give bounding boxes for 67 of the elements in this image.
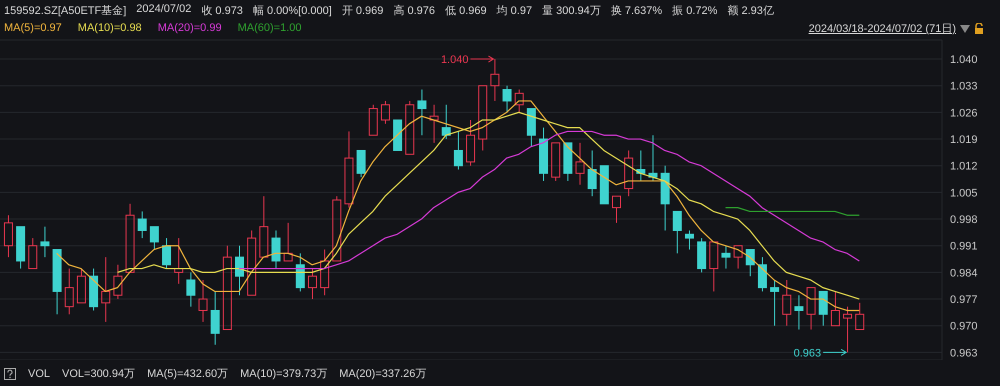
y-tick-label: 0.991 bbox=[950, 240, 978, 253]
candlestick bbox=[624, 150, 634, 197]
text: 量 300.94万 bbox=[542, 4, 601, 18]
candlestick bbox=[113, 264, 122, 300]
candlestick bbox=[588, 150, 597, 197]
candlestick bbox=[138, 210, 147, 239]
y-tick-label: 1.012 bbox=[950, 160, 978, 173]
text: MA(10)=0.98 bbox=[78, 22, 142, 34]
candlestick bbox=[782, 280, 792, 326]
chart-title: 159592.SZ[A50ETF基金] bbox=[4, 4, 126, 18]
text: 振 0.72% bbox=[672, 4, 718, 18]
candlestick bbox=[697, 238, 706, 273]
candlestick bbox=[174, 238, 184, 284]
y-tick-label: 1.019 bbox=[950, 134, 978, 146]
y-tick-label: 1.026 bbox=[950, 107, 978, 120]
candlestick bbox=[684, 230, 694, 250]
candlestick bbox=[210, 290, 220, 346]
candlestick bbox=[296, 252, 305, 292]
text: MA(60)=1.00 bbox=[238, 22, 302, 34]
text: 2024/03/18-2024/07/02 (71日) bbox=[808, 22, 956, 36]
candlestick bbox=[539, 127, 548, 182]
candlestick bbox=[235, 245, 244, 296]
text: MA(5)=0.97 bbox=[4, 22, 62, 34]
y-tick-label: 0.963 bbox=[950, 347, 978, 360]
text: 幅 0.00%[0.000] bbox=[252, 4, 332, 18]
y-tick-label: 1.040 bbox=[950, 54, 978, 66]
text: 高 0.976 bbox=[393, 4, 436, 18]
annotation: 0.963 bbox=[794, 347, 822, 360]
line-series bbox=[116, 112, 860, 300]
candlestick bbox=[186, 272, 196, 308]
text: 开 0.969 bbox=[342, 4, 384, 18]
candlestick bbox=[4, 214, 13, 258]
text: VOL bbox=[28, 368, 50, 380]
candlestick bbox=[502, 85, 512, 113]
candlestick bbox=[576, 142, 585, 186]
candlestick bbox=[660, 165, 670, 231]
text: MA(10)=379.73万 bbox=[240, 367, 328, 381]
y-tick-label: 0.970 bbox=[950, 320, 978, 333]
y-tick-label: 0.998 bbox=[950, 214, 978, 226]
candlestick bbox=[89, 268, 98, 311]
text: 额 2.93亿 bbox=[727, 4, 774, 18]
candlestick bbox=[320, 249, 330, 296]
text: 均 0.97 bbox=[496, 4, 532, 18]
y-tick-label: 0.977 bbox=[950, 294, 978, 306]
text: 低 0.969 bbox=[445, 4, 487, 18]
text: 收 0.973 bbox=[201, 4, 243, 18]
candlestick bbox=[198, 280, 208, 322]
text: VOL=300.94万 bbox=[62, 367, 136, 381]
candlestick bbox=[794, 294, 804, 330]
candlestick bbox=[40, 226, 50, 258]
candlestick bbox=[490, 58, 500, 102]
candlestick bbox=[380, 100, 390, 124]
chart-subtitle: 2024/07/02 bbox=[136, 3, 192, 17]
candlestick bbox=[64, 268, 74, 315]
text: MA(20)=337.26万 bbox=[339, 367, 426, 381]
candlestick bbox=[101, 256, 110, 322]
candlestick bbox=[430, 104, 439, 144]
candlestick bbox=[758, 256, 767, 292]
text: MA(5)=432.60万 bbox=[147, 367, 228, 381]
candlestick bbox=[417, 89, 426, 136]
y-tick-label: 0.984 bbox=[950, 267, 978, 280]
y-tick-label: 1.005 bbox=[950, 187, 978, 200]
y-tick-label: 1.033 bbox=[950, 80, 978, 93]
annotation: 1.040 bbox=[440, 54, 468, 66]
text: 换 7.637% bbox=[610, 4, 662, 18]
candlestick bbox=[454, 130, 463, 170]
text: MA(20)=0.99 bbox=[158, 22, 222, 34]
